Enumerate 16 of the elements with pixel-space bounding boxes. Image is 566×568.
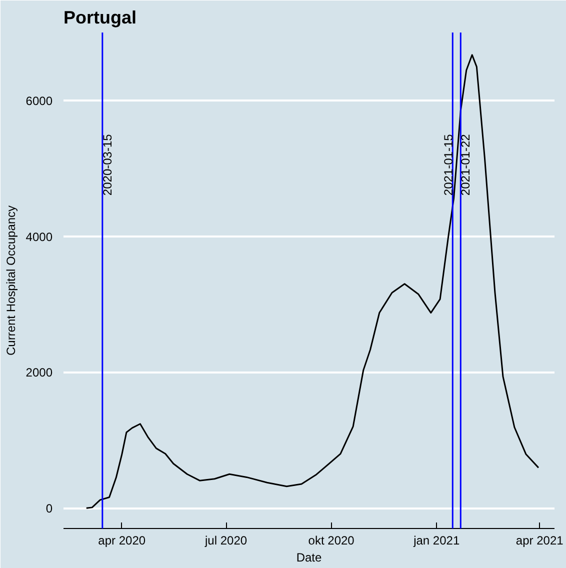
y-tick-label: 0: [46, 502, 53, 516]
ref-line-label: 2021-01-22: [458, 134, 473, 196]
y-tick-label: 6000: [26, 94, 53, 108]
y-tick-label: 2000: [26, 366, 53, 380]
y-axis-title: Current Hospital Occupancy: [4, 205, 18, 356]
y-tick-label: 4000: [26, 230, 53, 244]
x-tick-label: apr 2020: [98, 534, 146, 548]
x-tick-label: okt 2020: [308, 534, 355, 548]
x-tick-label: jul 2020: [204, 534, 248, 548]
line-series: [86, 54, 540, 509]
x-tick-label: apr 2021: [516, 534, 564, 548]
ref-line-label: 2021-01-15: [442, 134, 456, 196]
x-tick-label: jan 2021: [412, 534, 460, 548]
chart-title: Portugal: [64, 8, 137, 28]
ref-line-label: 2020-03-15: [100, 134, 114, 196]
x-axis-title: Date: [296, 550, 322, 564]
